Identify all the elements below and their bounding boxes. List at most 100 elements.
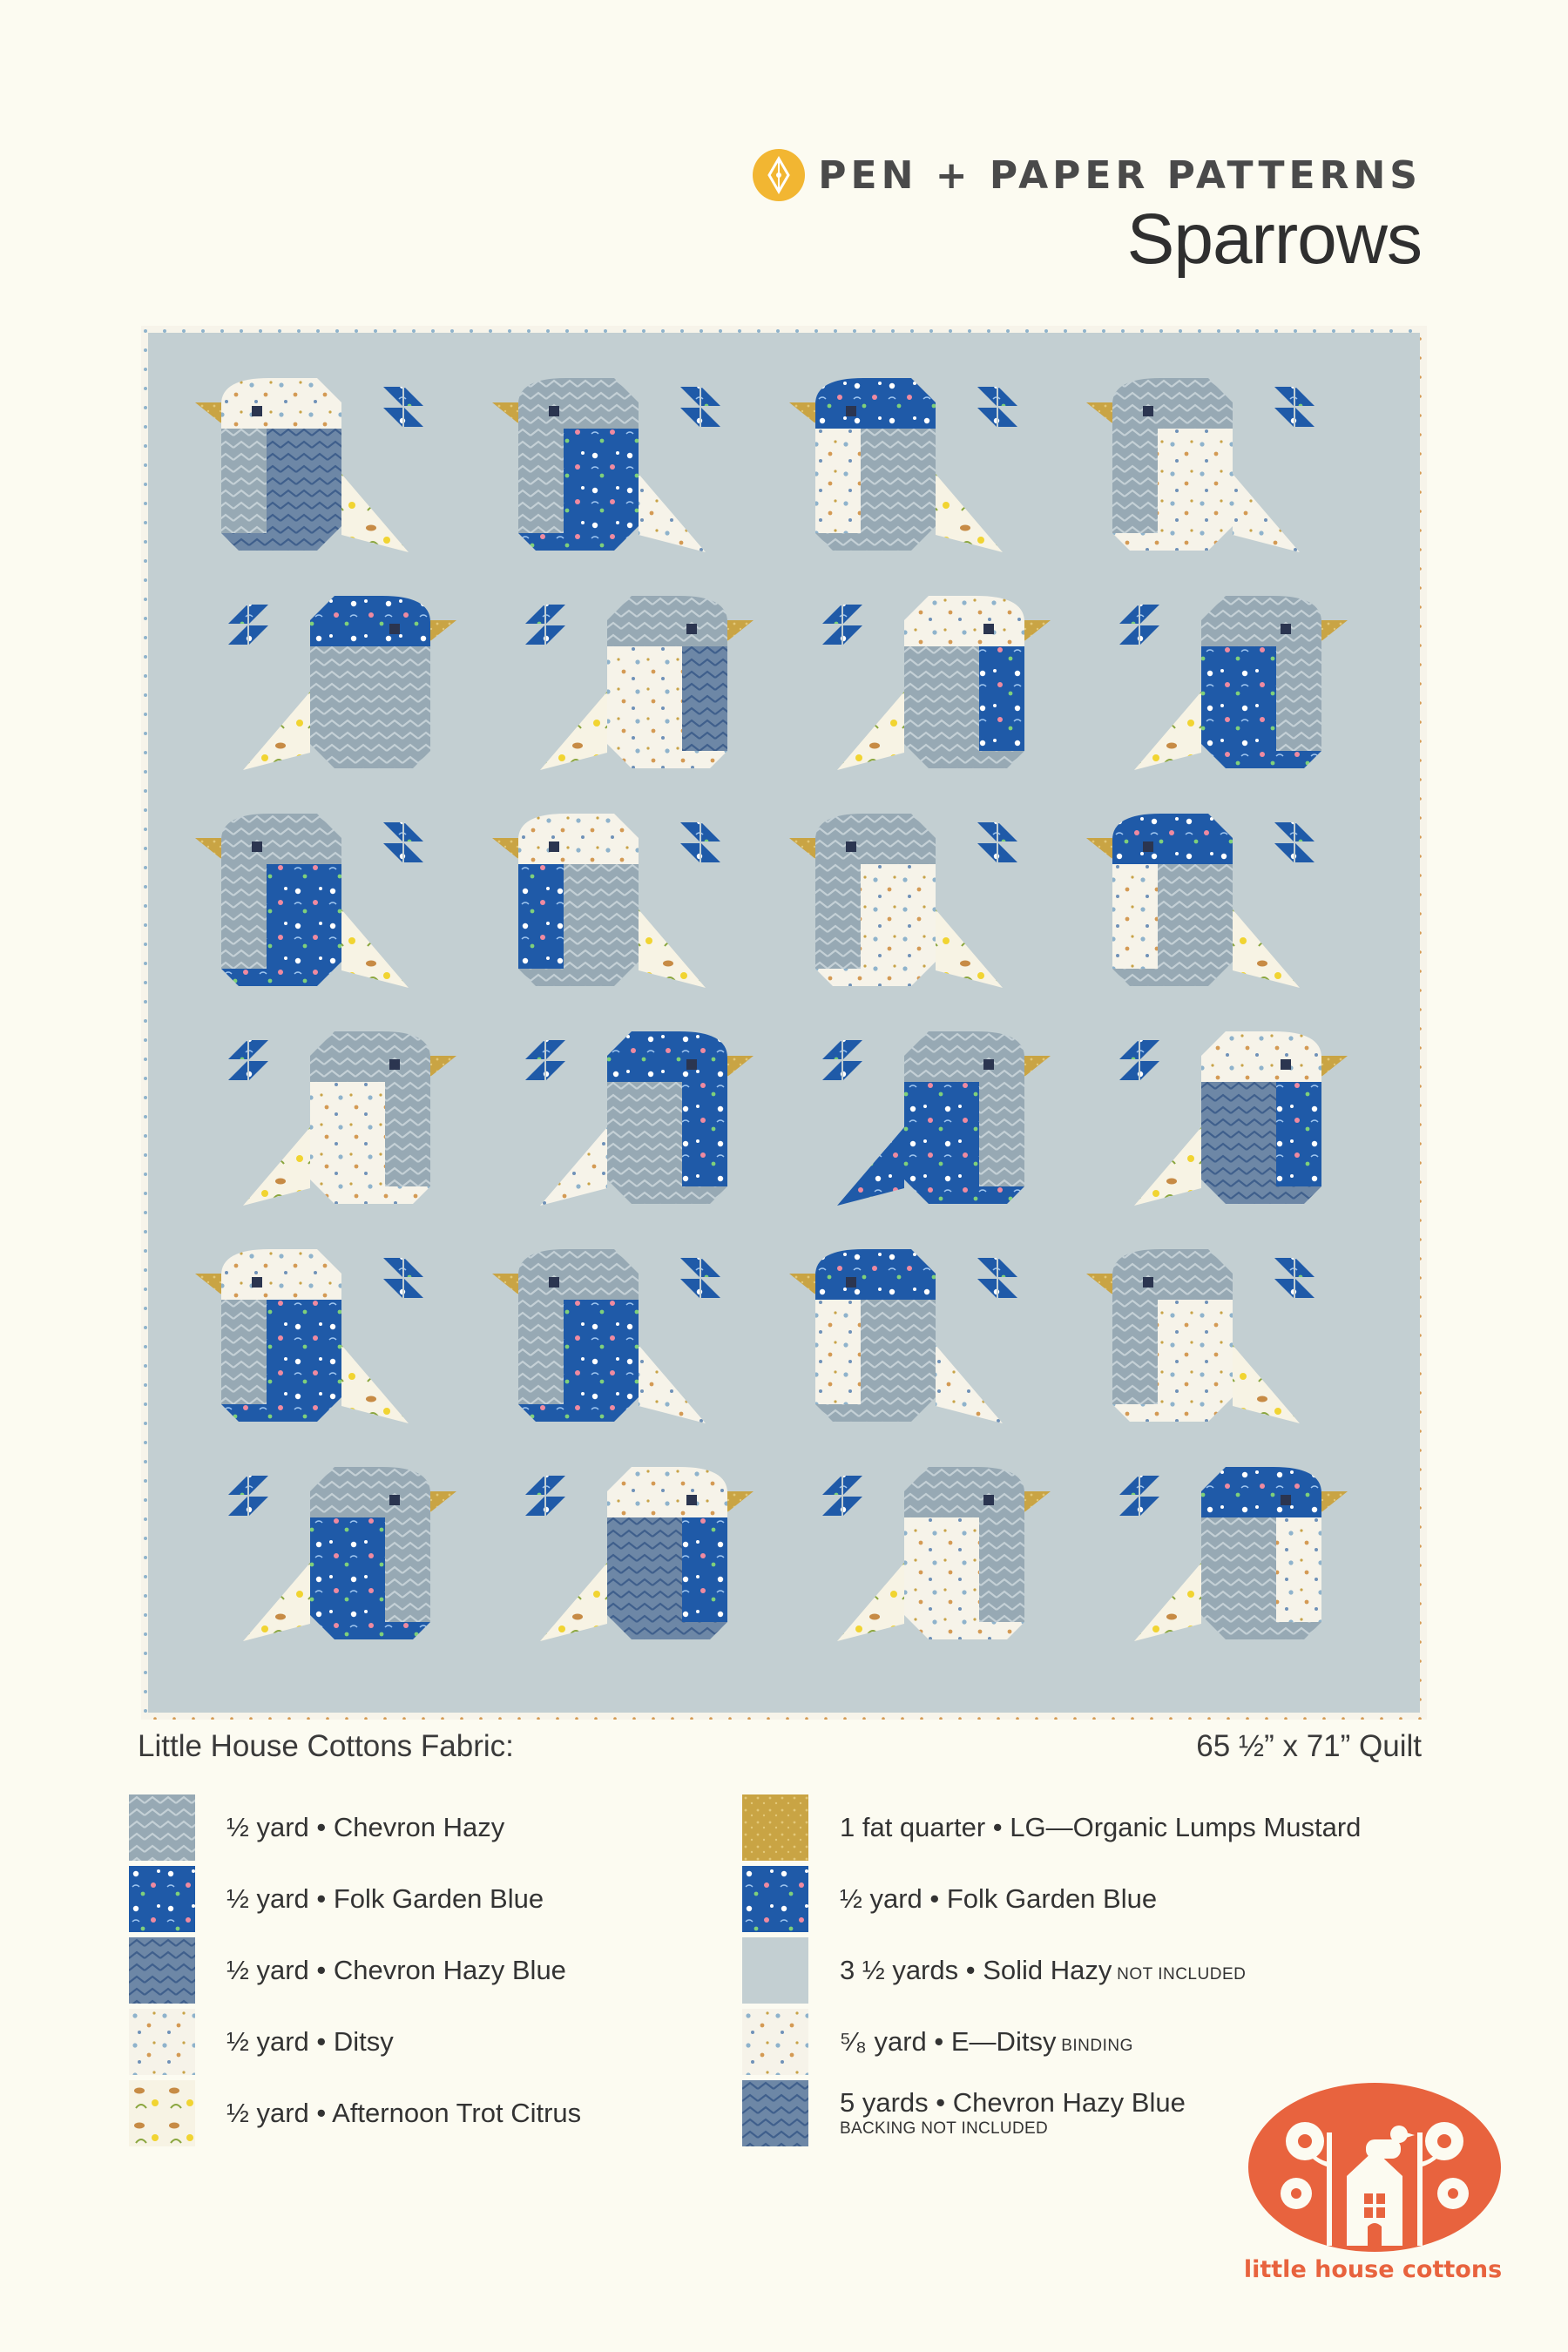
fabric-list-right: 1 fat quarter • LG—Organic Lumps Mustard… bbox=[742, 1793, 1361, 2150]
pinwheel-triangle bbox=[249, 1476, 268, 1495]
pinwheel-triangle bbox=[977, 408, 997, 427]
pinwheel-triangle bbox=[1274, 822, 1294, 841]
pinwheel-triangle bbox=[228, 605, 247, 624]
bird-head bbox=[1201, 1031, 1321, 1082]
sparrow-block bbox=[822, 596, 1051, 770]
bird-beak bbox=[1024, 1491, 1051, 1512]
fabric-label: ½ yard • Afternoon Trot Citrus bbox=[226, 2097, 582, 2128]
bird-eye bbox=[389, 1059, 400, 1070]
bird-beak bbox=[1321, 1056, 1348, 1077]
sparrow-block bbox=[195, 814, 423, 988]
bird-belly bbox=[979, 1082, 1024, 1186]
quilt-block bbox=[228, 596, 456, 770]
pinwheel-triangle bbox=[249, 1497, 268, 1516]
pinwheel-triangle bbox=[998, 1258, 1017, 1277]
bird-tail bbox=[540, 1127, 607, 1206]
bird-belly bbox=[682, 646, 727, 751]
bird-tail bbox=[639, 474, 706, 552]
bird-belly bbox=[1112, 429, 1158, 533]
sparrow-block bbox=[1119, 1031, 1348, 1206]
pinwheel-triangle bbox=[228, 1476, 247, 1495]
sparrow-block bbox=[789, 814, 1017, 988]
pinwheel-triangle bbox=[1295, 387, 1315, 406]
pinwheel-triangle bbox=[822, 1497, 841, 1516]
bird-tail bbox=[1233, 1345, 1300, 1423]
bird-belly bbox=[682, 1082, 727, 1186]
bird-beak bbox=[492, 1274, 518, 1294]
pinwheel-triangle bbox=[1119, 1497, 1139, 1516]
pinwheel-triangle bbox=[546, 605, 565, 624]
bird-head bbox=[607, 1031, 727, 1082]
fabric-note: NOT INCLUDED bbox=[1112, 1964, 1247, 1984]
sparrow-block bbox=[789, 1249, 1017, 1423]
sparrow-block bbox=[228, 1031, 456, 1206]
fabric-list-left: ½ yard • Chevron Hazy ½ yard • Folk Garde… bbox=[129, 1793, 581, 2150]
pinwheel-triangle bbox=[977, 1258, 997, 1277]
bird-beak bbox=[195, 1274, 221, 1294]
fabric-label: ½ yard • Folk Garden Blue bbox=[840, 1882, 1158, 1914]
quilt-block bbox=[789, 814, 1017, 988]
pinwheel-triangle bbox=[249, 605, 268, 624]
sparrow-block bbox=[789, 378, 1017, 552]
bird-tail bbox=[540, 1563, 607, 1641]
bird-eye bbox=[252, 406, 262, 416]
pinwheel-triangle bbox=[1119, 1040, 1139, 1059]
pinwheel-triangle bbox=[1140, 1061, 1159, 1080]
bird-eye bbox=[389, 1495, 400, 1505]
quilt-block bbox=[789, 378, 1017, 552]
bird-head bbox=[1201, 1467, 1321, 1517]
quilt-block bbox=[228, 1467, 456, 1641]
pinwheel-triangle bbox=[546, 1061, 565, 1080]
bird-beak bbox=[195, 402, 221, 423]
bird-belly bbox=[385, 1082, 430, 1186]
bird-head bbox=[310, 596, 430, 646]
bird-belly bbox=[385, 1517, 430, 1622]
pinwheel-triangle bbox=[249, 1061, 268, 1080]
bird-beak bbox=[1086, 1274, 1112, 1294]
fabric-swatch bbox=[129, 1794, 195, 1861]
fabric-legend-row: ½ yard • Folk Garden Blue bbox=[129, 1864, 581, 1934]
pinwheel-triangle bbox=[228, 1040, 247, 1059]
bird-beak bbox=[430, 620, 456, 641]
bird-belly bbox=[682, 1517, 727, 1622]
bird-eye bbox=[1143, 406, 1153, 416]
pinwheel-triangle bbox=[998, 822, 1017, 841]
quilt-block bbox=[195, 378, 423, 552]
fabric-legend-row: 1 fat quarter • LG—Organic Lumps Mustard bbox=[742, 1793, 1361, 1862]
pinwheel-triangle bbox=[680, 822, 700, 841]
bird-eye bbox=[1281, 624, 1291, 634]
pinwheel-triangle bbox=[701, 822, 720, 841]
fabric-label: 5 yards • Chevron Hazy Blue bbox=[840, 2086, 1186, 2118]
pinwheel-triangle bbox=[822, 1040, 841, 1059]
bird-belly bbox=[221, 1300, 267, 1404]
pinwheel-triangle bbox=[977, 387, 997, 406]
bird-tail bbox=[639, 909, 706, 988]
fabric-swatch bbox=[742, 1937, 808, 2004]
sparrow-block bbox=[492, 378, 720, 552]
fabric-swatch bbox=[129, 2080, 195, 2146]
pinwheel-triangle bbox=[822, 1061, 841, 1080]
sparrow-block bbox=[822, 1031, 1051, 1206]
bird-head bbox=[1112, 814, 1233, 864]
bird-head bbox=[904, 1031, 1024, 1082]
bird-head bbox=[1112, 378, 1233, 429]
pinwheel-triangle bbox=[822, 625, 841, 645]
pinwheel-triangle bbox=[383, 843, 402, 862]
fabric-label: ½ yard • Folk Garden Blue bbox=[226, 1882, 544, 1914]
sparrow-block bbox=[228, 596, 456, 770]
fabric-legend-row: ½ yard • Chevron Hazy Blue bbox=[129, 1936, 581, 2005]
pinwheel-triangle bbox=[1295, 843, 1315, 862]
pinwheel-triangle bbox=[1119, 1476, 1139, 1495]
bird-belly bbox=[1112, 1300, 1158, 1404]
pinwheel-triangle bbox=[843, 625, 862, 645]
bird-tail bbox=[1134, 1127, 1201, 1206]
bird-beak bbox=[492, 838, 518, 859]
bird-belly bbox=[979, 1517, 1024, 1622]
bird-eye bbox=[252, 841, 262, 852]
quilt-block bbox=[822, 1031, 1051, 1206]
fabric-legend-row: ½ yard • Afternoon Trot Citrus bbox=[129, 2078, 581, 2148]
brand-name: PEN + PAPER PATTERNS bbox=[818, 152, 1422, 198]
bird-belly bbox=[385, 646, 430, 751]
pinwheel-triangle bbox=[1295, 1258, 1315, 1277]
pinwheel-triangle bbox=[1274, 408, 1294, 427]
